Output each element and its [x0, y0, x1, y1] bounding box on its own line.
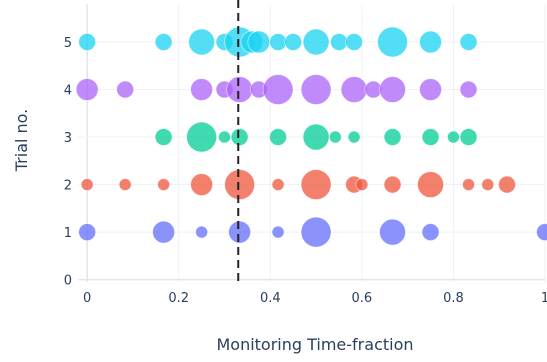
data-point — [75, 78, 99, 101]
data-point — [421, 223, 440, 242]
data-point — [300, 169, 332, 200]
data-point — [536, 223, 547, 242]
data-point — [218, 130, 231, 144]
data-point — [383, 128, 402, 146]
y-tick-label: 1 — [64, 226, 72, 241]
data-point — [284, 33, 303, 51]
x-tick-label: 0.6 — [352, 291, 373, 306]
y-tick-label: 5 — [64, 36, 72, 51]
data-point — [447, 130, 460, 144]
y-tick-label: 2 — [64, 179, 72, 194]
data-point — [226, 76, 254, 103]
data-point — [498, 175, 516, 194]
data-point — [118, 178, 132, 191]
data-point — [154, 128, 173, 146]
x-tick-label: 0 — [83, 291, 91, 306]
data-point — [154, 33, 173, 51]
data-point — [262, 74, 294, 105]
data-point — [224, 169, 256, 200]
y-axis-title: Trial no. — [12, 109, 31, 173]
data-point — [383, 175, 402, 194]
data-point — [190, 78, 214, 101]
data-point — [188, 28, 216, 56]
data-point — [340, 76, 368, 103]
data-point — [271, 178, 285, 191]
data-point — [271, 225, 285, 239]
data-point — [300, 74, 332, 105]
x-tick-label: 0.8 — [443, 291, 464, 306]
data-point — [228, 220, 252, 244]
data-point — [459, 80, 478, 99]
x-tick-label: 0.4 — [260, 291, 281, 306]
x-tick-label: 0.2 — [168, 291, 189, 306]
tick-labels: 0 0.2 0.4 0.6 0.8 1 0 1 2 3 4 5 — [64, 36, 547, 306]
data-point — [195, 225, 209, 239]
data-point — [421, 128, 440, 146]
data-point — [462, 178, 475, 191]
points-layer — [75, 26, 547, 248]
data-point — [302, 28, 330, 56]
x-tick-label: 1 — [541, 291, 547, 306]
data-point — [186, 121, 218, 153]
data-point — [116, 80, 135, 99]
data-point — [328, 130, 342, 144]
data-point — [80, 178, 94, 191]
data-point — [417, 171, 444, 198]
data-point — [78, 33, 97, 51]
data-point — [247, 30, 271, 54]
data-point — [459, 33, 478, 51]
data-point — [157, 178, 171, 191]
data-point — [419, 78, 442, 101]
y-tick-label: 4 — [64, 84, 72, 99]
y-tick-label: 0 — [64, 274, 72, 289]
data-point — [347, 130, 361, 144]
data-point — [379, 76, 406, 103]
x-axis-title: Monitoring Time-fraction — [216, 335, 413, 354]
data-point — [152, 220, 176, 244]
data-point — [330, 33, 348, 51]
y-tick-label: 3 — [64, 131, 72, 146]
data-point — [269, 128, 287, 146]
data-point — [459, 128, 478, 146]
data-point — [300, 216, 332, 248]
data-point — [345, 33, 363, 51]
data-point — [190, 173, 214, 196]
data-point — [377, 26, 408, 58]
data-point — [230, 128, 249, 146]
data-point — [379, 218, 406, 246]
data-point — [419, 30, 442, 54]
data-point — [355, 178, 369, 191]
data-point — [269, 33, 287, 51]
data-point — [302, 123, 330, 151]
data-point — [78, 223, 97, 242]
data-point — [481, 178, 495, 191]
